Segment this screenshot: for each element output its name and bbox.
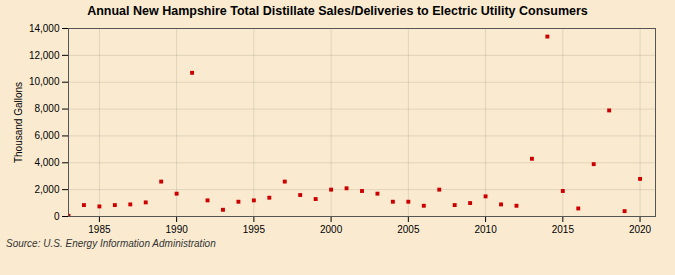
html-text:Source: U.S. Energy Informatio: Source: U.S. Energy Information Administ… <box>6 238 216 249</box>
svg-text:4,000: 4,000 <box>34 157 59 168</box>
svg-text:2000: 2000 <box>320 224 343 235</box>
svg-text:8,000: 8,000 <box>34 103 59 114</box>
svg-text:1990: 1990 <box>166 224 189 235</box>
svg-text:Thousand Gallons: Thousand Gallons <box>13 82 24 163</box>
svg-text:2,000: 2,000 <box>34 184 59 195</box>
svg-text:12,000: 12,000 <box>29 50 60 61</box>
svg-text:10,000: 10,000 <box>29 76 60 87</box>
svg-text:2020: 2020 <box>629 224 652 235</box>
svg-text:1985: 1985 <box>88 224 111 235</box>
svg-text:2005: 2005 <box>397 224 420 235</box>
svg-text:14,000: 14,000 <box>29 23 60 34</box>
svg-text:2010: 2010 <box>474 224 497 235</box>
svg-text:6,000: 6,000 <box>34 130 59 141</box>
svg-text:1995: 1995 <box>243 224 266 235</box>
svg-text:2015: 2015 <box>552 224 575 235</box>
svg-text:0: 0 <box>54 211 60 222</box>
html-text:Annual New Hampshire Total Dis: Annual New Hampshire Total Distillate Sa… <box>87 4 588 18</box>
